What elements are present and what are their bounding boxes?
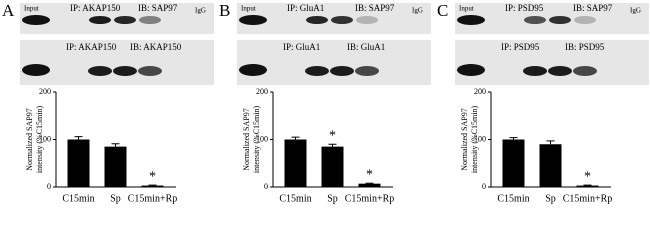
blot-band (22, 15, 50, 25)
bar (141, 185, 164, 187)
blot-band (355, 66, 379, 76)
blot-band (22, 64, 50, 76)
y-tick-label: 100 (39, 134, 51, 143)
blot-band (523, 66, 547, 76)
blot-band (573, 66, 597, 76)
significance: * (329, 128, 336, 143)
y-tick-label: 100 (474, 134, 486, 143)
blot-band (330, 66, 354, 76)
blot-label: IB: PSD95 (565, 42, 605, 52)
blot-label: IgG (630, 7, 641, 15)
x-tick-label: C15min+Rp (128, 193, 178, 204)
bar (576, 185, 599, 187)
panel-letter: B (219, 1, 230, 20)
blot-label: IP: PSD95 (505, 3, 544, 13)
y-axis-label: Normalized SAP97 (25, 108, 34, 170)
blot-band (139, 16, 161, 24)
blot-label: IP: GluA1 (287, 3, 324, 13)
bar (321, 146, 344, 187)
blot-label: IgG (195, 7, 206, 15)
blot-band (574, 16, 596, 24)
blot-label: Input (24, 5, 39, 13)
significance: * (366, 167, 373, 182)
bar (104, 146, 127, 187)
blot-label: Input (459, 5, 474, 13)
blot-band (306, 16, 328, 24)
x-tick-label: C15min (497, 193, 529, 204)
y-tick-label: 200 (474, 87, 486, 96)
blot-band (89, 16, 111, 24)
x-tick-label: Sp (545, 193, 556, 204)
blot-label: IgG (412, 7, 423, 15)
bar (358, 183, 381, 187)
blot-label: IP: AKAP150 (70, 3, 121, 13)
y-tick-label: 0 (264, 182, 268, 191)
bar (539, 144, 562, 187)
blot-band (356, 16, 378, 24)
y-tick-label: 100 (256, 134, 268, 143)
y-axis-label: Normalized SAP97 (242, 108, 251, 170)
blot-band (331, 16, 353, 24)
blot-band (239, 15, 267, 25)
y-tick-label: 0 (482, 182, 486, 191)
blot-label: IB: SAP97 (573, 3, 613, 13)
y-tick-label: 200 (256, 87, 268, 96)
blot-label: IP: AKAP150 (66, 42, 117, 52)
blot-band (549, 16, 571, 24)
blot (20, 40, 214, 85)
blot-band (305, 66, 329, 76)
bar (67, 139, 90, 187)
bar (284, 139, 307, 187)
blot-band (239, 64, 267, 76)
figure: A Input IP: AKAP150 IB: SAP97 IgG IP: AKAP150… (2, 1, 649, 204)
blot-band (88, 66, 112, 76)
blot-band (457, 64, 485, 76)
significance: * (584, 169, 591, 184)
blot-band (114, 16, 136, 24)
panel-letter: C (437, 1, 448, 20)
x-tick-label: C15min (62, 193, 94, 204)
blot-label: IB: SAP97 (355, 3, 395, 13)
y-axis-label: intensity (%C15min) (252, 106, 261, 174)
significance: * (149, 169, 156, 184)
blot-label: IB: SAP97 (138, 3, 178, 13)
panel-letter: A (2, 1, 15, 20)
x-tick-label: C15min+Rp (345, 193, 395, 204)
blot-label: IB: AKAP150 (130, 42, 182, 52)
blot-label: IP: GluA1 (283, 42, 320, 52)
blot-label: Input (241, 5, 256, 13)
x-tick-label: C15min (279, 193, 311, 204)
blot-band (457, 15, 485, 25)
blot (237, 40, 431, 85)
y-axis-label: intensity (%C15min) (470, 106, 479, 174)
y-tick-label: 0 (47, 182, 51, 191)
blot-band (138, 66, 162, 76)
x-tick-label: Sp (327, 193, 338, 204)
y-axis-label: Normalized SAP97 (460, 108, 469, 170)
y-axis-label: intensity (%C15min) (35, 106, 44, 174)
blot-label: IP: PSD95 (501, 42, 540, 52)
blot-band (524, 16, 546, 24)
blot-band (548, 66, 572, 76)
blot-band (113, 66, 137, 76)
blot-label: IB: GluA1 (347, 42, 385, 52)
y-tick-label: 200 (39, 87, 51, 96)
x-tick-label: Sp (110, 193, 121, 204)
blot (455, 40, 649, 85)
x-tick-label: C15min+Rp (563, 193, 613, 204)
bar (502, 139, 525, 187)
